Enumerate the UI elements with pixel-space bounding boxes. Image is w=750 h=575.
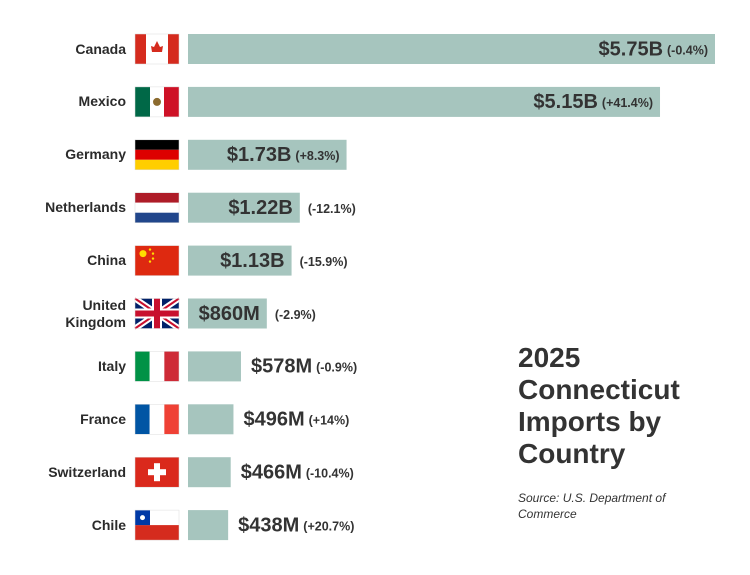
flag-part — [135, 404, 150, 435]
flag-border — [134, 33, 180, 65]
flag — [134, 86, 180, 118]
category-label: Netherlands — [45, 199, 126, 216]
flag — [134, 192, 180, 223]
change-label: (-15.9%) — [300, 255, 348, 269]
flag-border — [134, 192, 180, 223]
change-label: (+41.4%) — [602, 96, 653, 110]
flag-part — [135, 351, 150, 382]
flag-border — [134, 86, 180, 118]
bar — [188, 510, 229, 541]
flag-border — [134, 456, 180, 488]
flag-part — [135, 192, 179, 203]
flag-part — [135, 159, 179, 170]
flag-part — [135, 34, 146, 64]
flag — [134, 509, 180, 541]
flag-part — [140, 515, 145, 521]
flag-part — [135, 139, 179, 150]
flag — [134, 139, 180, 171]
flag-part — [149, 404, 165, 435]
flag — [134, 33, 180, 65]
flag — [134, 245, 180, 276]
value-label: $5.75B — [599, 38, 664, 60]
flag-border — [134, 509, 180, 541]
category-label: Canada — [75, 40, 126, 57]
bar — [188, 86, 661, 117]
flag — [134, 404, 180, 435]
change-label: (-2.9%) — [275, 308, 316, 322]
change-label: (-10.4%) — [306, 466, 354, 480]
change-label: (+20.7%) — [303, 519, 354, 533]
value-label: $438M — [238, 514, 299, 536]
bar — [188, 34, 715, 64]
category-label: Italy — [97, 357, 126, 374]
value-label: $5.15B — [533, 91, 598, 113]
change-label: (-0.9%) — [316, 361, 357, 375]
flag-part — [135, 202, 179, 213]
source-note: Source: U.S. Department of Commerce — [518, 491, 666, 521]
category-label: Chile — [91, 516, 126, 533]
change-label: (+14%) — [309, 414, 350, 428]
change-label: (-12.1%) — [308, 202, 356, 216]
flag-border — [134, 298, 180, 329]
category-label: France — [80, 410, 126, 427]
flag-part — [148, 260, 152, 263]
flag-part — [139, 250, 147, 258]
flag-part — [135, 310, 179, 317]
flag-part — [153, 97, 161, 106]
flag-part — [135, 245, 179, 276]
category-label: Germany — [65, 146, 126, 163]
flag-border — [134, 351, 180, 382]
flag — [133, 296, 181, 331]
flag-part — [151, 257, 155, 260]
flag-part — [135, 149, 179, 160]
flag-part — [148, 469, 166, 476]
flag-part — [168, 34, 179, 64]
bar — [188, 404, 234, 435]
flag-part — [164, 404, 180, 435]
bar — [188, 457, 231, 488]
value-label: $578M — [251, 356, 312, 378]
category-label: Switzerland — [48, 463, 126, 480]
value-label: $1.22B — [228, 197, 293, 219]
value-label: $1.73B — [227, 144, 292, 166]
category-label: Mexico — [78, 93, 126, 110]
category-label: China — [87, 252, 126, 269]
flag-part — [148, 248, 152, 251]
flag-border — [134, 404, 180, 435]
bar — [188, 139, 347, 170]
bar — [188, 351, 241, 382]
flag-part — [151, 41, 163, 52]
category-label: United Kingdom — [65, 296, 126, 330]
flag-part — [135, 212, 179, 223]
flag-part — [135, 86, 150, 117]
flag-border — [134, 139, 180, 171]
flag-part — [135, 525, 179, 541]
bar — [188, 192, 300, 223]
change-label: (+8.3%) — [295, 149, 339, 163]
flag-part — [149, 351, 165, 382]
flag-part — [151, 252, 155, 255]
bar — [188, 298, 267, 329]
value-label: $860M — [199, 303, 260, 325]
flag-part — [164, 351, 180, 382]
value-label: $1.13B — [220, 250, 285, 272]
flag — [134, 456, 180, 488]
value-label: $496M — [243, 409, 304, 431]
value-label: $466M — [241, 461, 302, 483]
flag — [134, 351, 180, 382]
flag-part — [164, 86, 179, 117]
chart-title: 2025 Connecticut Imports by Country — [518, 342, 680, 469]
bar — [188, 245, 292, 276]
flag-border — [134, 245, 180, 276]
change-label: (-0.4%) — [667, 43, 708, 57]
